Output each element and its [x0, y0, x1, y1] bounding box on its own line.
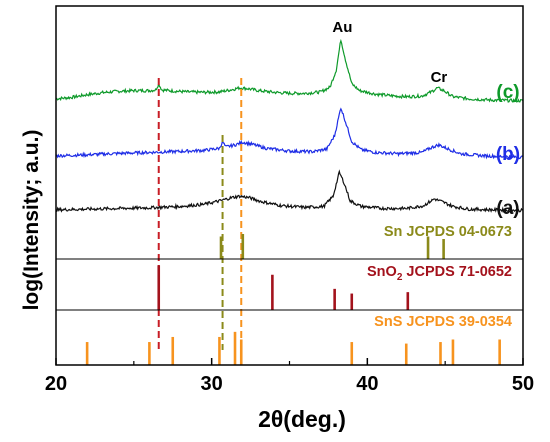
diffraction-curves	[55, 38, 524, 214]
dashed-guide-lines	[157, 78, 243, 350]
x-tick-label-30: 30	[201, 373, 223, 395]
annotations: Au Cr (c) (b) (a)	[332, 19, 520, 219]
x-tick-label-20: 20	[45, 373, 67, 395]
reference-patterns: Sn JCPDS 04-0673 SnO2 JCPDS 71-0652 SnS JC…	[56, 224, 523, 365]
y-axis-label: log(Intensity; a.u.)	[20, 130, 43, 311]
plot-border	[55, 5, 524, 366]
x-tick-label-50: 50	[512, 373, 534, 395]
annotation-0: Au	[332, 19, 352, 36]
annotation-2: (c)	[496, 82, 519, 103]
ref-label-1: SnO2 JCPDS 71-0652	[367, 264, 512, 283]
ref-label-0: Sn JCPDS 04-0673	[384, 224, 512, 240]
annotation-1: Cr	[431, 69, 448, 86]
x-tick-label-40: 40	[356, 373, 378, 395]
curve-c	[55, 38, 524, 103]
x-axis-label: 2θ(deg.)	[258, 406, 346, 432]
curve-b	[55, 107, 524, 160]
annotation-3: (b)	[496, 144, 520, 165]
annotation-4: (a)	[496, 198, 519, 219]
plot-frame	[55, 5, 524, 366]
ref-label-2: SnS JCPDS 39-0354	[374, 314, 512, 330]
x-axis-ticks: 20 30 40 50	[45, 358, 534, 395]
curve-a	[55, 169, 524, 214]
